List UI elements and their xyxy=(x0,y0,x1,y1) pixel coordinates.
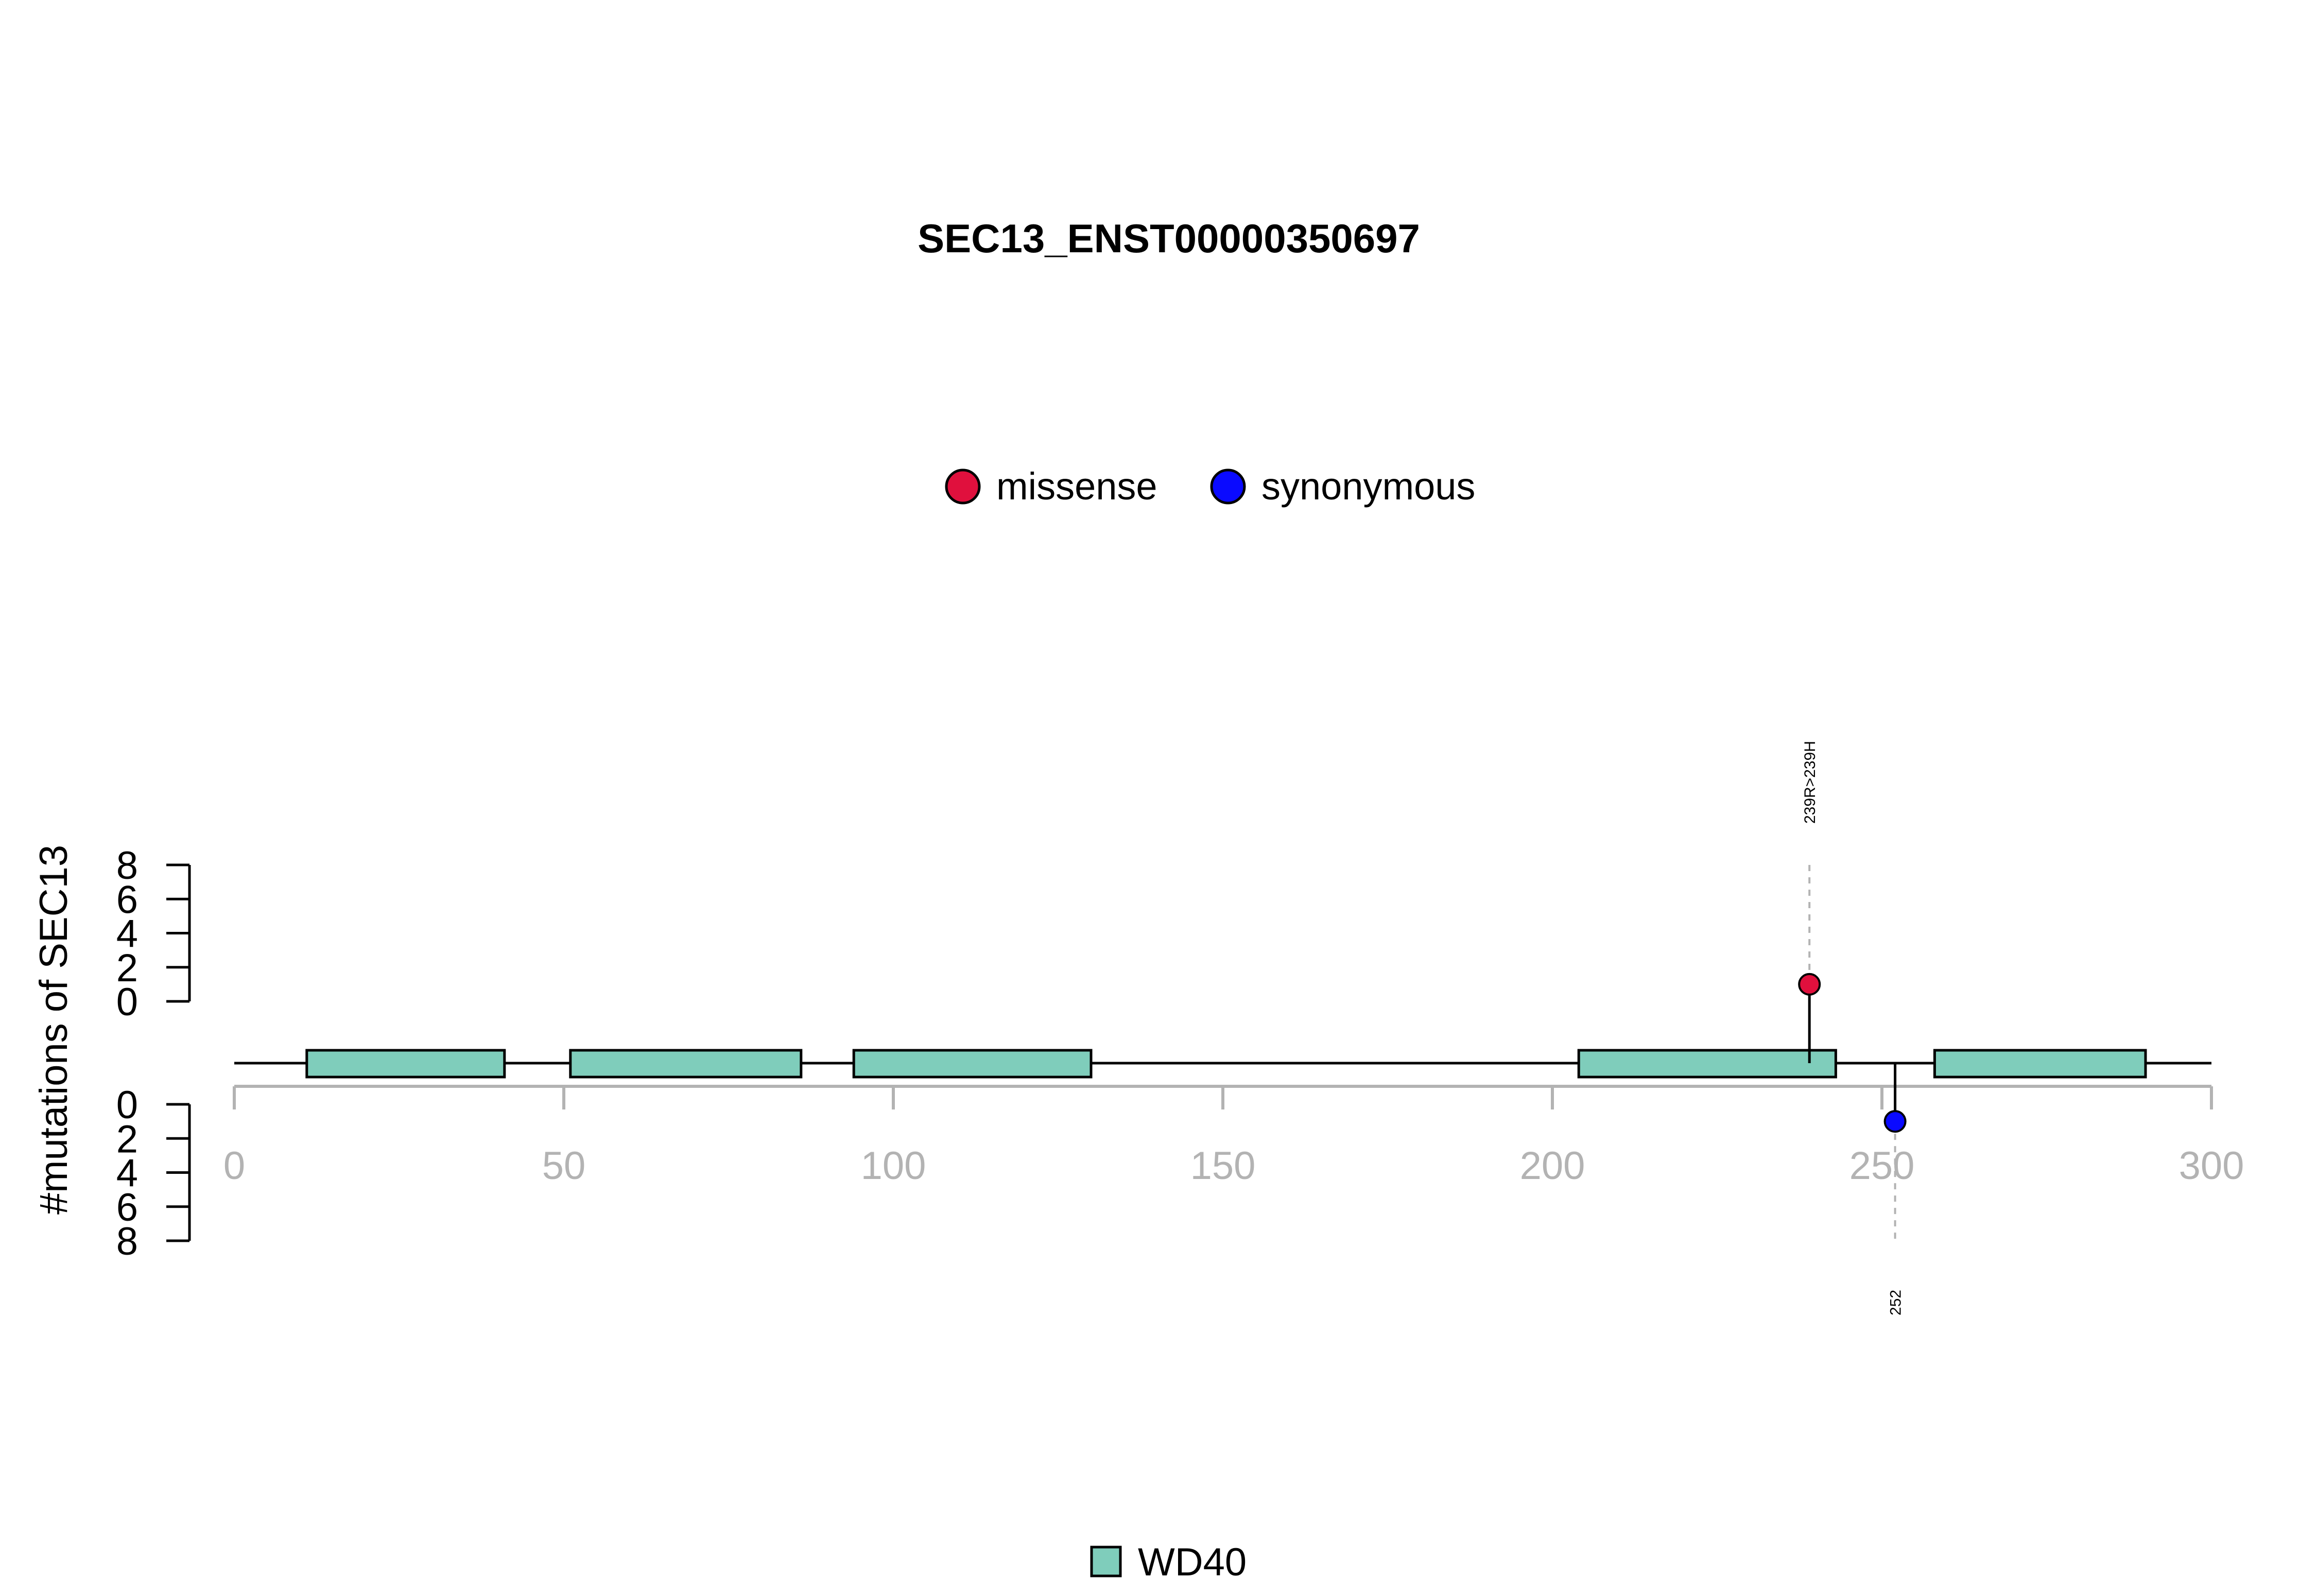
x-tick-label: 300 xyxy=(2179,1144,2244,1188)
x-axis: 0 50 100 150 200 250 300 xyxy=(223,1085,2244,1188)
legend-label-synonymous: synonymous xyxy=(1261,465,1475,508)
x-tick-label: 0 xyxy=(223,1144,245,1188)
domain-legend-swatch xyxy=(1090,1546,1122,1577)
mutation-label: 239R>239H xyxy=(1802,741,1819,824)
x-tick-label: 250 xyxy=(1849,1144,1915,1188)
mutation-lollipops: 239R>239H 252 xyxy=(1798,741,1907,1315)
y-tick-label-top: 2 xyxy=(116,946,138,990)
lollipop-head-synonymous xyxy=(1883,1110,1907,1133)
domain-box-WD40 xyxy=(305,1049,506,1079)
domain-box-WD40 xyxy=(852,1049,1093,1079)
y-tick-label-top: 4 xyxy=(116,912,138,956)
legend-marker-synonymous xyxy=(1210,469,1246,505)
y-tick-label-top: 0 xyxy=(116,980,138,1024)
mutation-legend: missense synonymous xyxy=(945,465,1475,508)
y-tick-label-bottom: 6 xyxy=(116,1186,138,1229)
domain-box-WD40 xyxy=(1933,1049,2147,1079)
domain-box-WD40 xyxy=(569,1049,803,1079)
domain-boxes xyxy=(305,1049,2147,1079)
domain-legend: WD40 xyxy=(1090,1540,1247,1584)
legend-marker-missense xyxy=(945,469,981,505)
mutation-label: 252 xyxy=(1888,1290,1905,1315)
y-tick-label-top: 8 xyxy=(116,844,138,888)
y-tick-label-bottom: 2 xyxy=(116,1117,138,1161)
x-tick-label: 100 xyxy=(861,1144,926,1188)
y-tick-label-bottom: 4 xyxy=(116,1152,138,1195)
x-tick-label: 200 xyxy=(1520,1144,1585,1188)
chart-title: SEC13_ENST00000350697 xyxy=(918,216,1420,261)
domain-legend-label: WD40 xyxy=(1138,1540,1247,1584)
x-tick-label: 50 xyxy=(542,1144,586,1188)
legend-label-missense: missense xyxy=(996,465,1157,508)
lollipop-head-missense xyxy=(1798,973,1821,996)
domain-box-WD40 xyxy=(1577,1049,1837,1079)
x-tick-label: 150 xyxy=(1190,1144,1256,1188)
y-axis-label: #mutations of SEC13 xyxy=(32,845,76,1215)
y-tick-label-top: 6 xyxy=(116,878,138,922)
y-tick-label-bottom: 8 xyxy=(116,1220,138,1263)
y-tick-label-bottom: 0 xyxy=(116,1083,138,1127)
